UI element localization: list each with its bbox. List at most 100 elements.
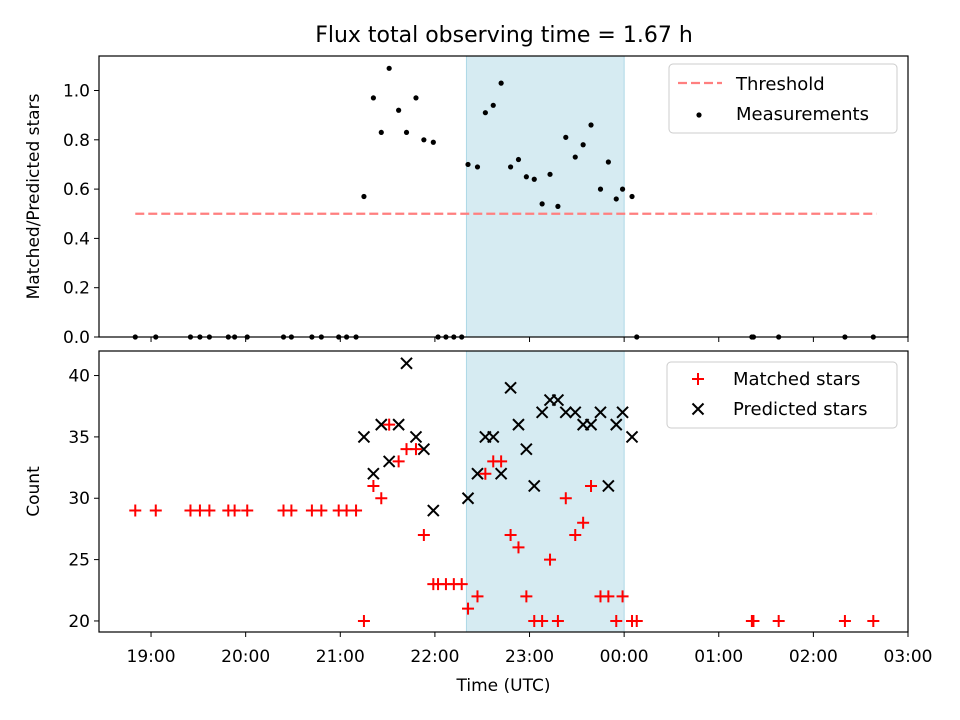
matched-star-point [375,492,388,505]
measurement-point [515,156,522,163]
matched-star-point [520,590,533,603]
bottom-panel: 20 25 30 35 40 19:00 20:00 21:00 22:00 23:00 00:00… [24,350,933,696]
matched-star-point [367,479,380,492]
y-tick-label: 0.8 [63,131,90,151]
y-tick-label: 35 [68,428,90,448]
measurement-point [547,171,553,177]
y-axis-label: Count [24,466,44,517]
observing-window-span [465,55,625,338]
matched-star-point [602,590,615,603]
predicted-star-point [504,381,517,395]
predicted-star-point [559,406,572,419]
predicted-star-point [375,418,388,431]
matched-star-point [772,614,785,627]
measurement-point [605,159,611,165]
matched-star-point [616,590,629,603]
matched-star-point [228,504,241,517]
y-axis-label: Matched/Predicted stars [24,93,44,299]
measurement-point [629,193,635,200]
y-tick-label: 0.6 [63,180,90,200]
measurement-point [588,122,594,128]
matched-star-point [559,492,572,505]
y-tick-label: 30 [68,489,90,509]
matched-star-point [747,614,760,627]
predicted-star-point [584,418,598,431]
x-tick-label: 20:00 [221,647,270,667]
predicted-star-point [417,442,431,456]
legend-threshold-label: Threshold [735,74,825,95]
measurement-point [403,129,410,136]
matched-star-point [569,529,582,542]
series-predicted-stars [357,357,639,517]
predicted-star-point [528,479,541,493]
measurement-point [507,164,514,170]
predicted-star-point [494,467,508,480]
matched-star-point [577,516,590,529]
matched-star-point [350,504,363,517]
axes-frame [98,55,909,338]
y-tick-label: 0.4 [63,229,90,249]
matched-star-point [536,614,549,627]
predicted-star-point [471,467,484,480]
measurement-point [619,186,626,192]
series-measurements [132,65,876,340]
predicted-star-point [487,430,500,444]
predicted-star-point [569,406,582,419]
predicted-star-point [602,479,615,493]
predicted-star-point [382,455,396,468]
legend-top: Threshold Measurements [668,63,898,134]
measurement-point [482,110,488,116]
legend-predicted-label: Predicted stars [733,399,867,420]
legend-measurement-swatch [696,112,702,118]
y-tick-label: 1.0 [63,82,90,102]
matched-star-point [585,479,598,492]
x-axis-label: Time (UTC) [456,676,551,696]
x-tick-label: 02:00 [789,647,838,667]
predicted-star-point [400,357,413,370]
matched-star-point [462,602,475,615]
legend-predicted-swatch [691,402,705,416]
matched-star-point [149,504,162,517]
measurement-point [531,176,537,182]
predicted-star-point [427,504,440,517]
measurement-point [430,139,436,145]
matched-star-point [409,443,422,456]
measurement-point [563,134,569,140]
measurement-point [539,201,545,207]
measurement-point [378,129,384,136]
measurement-point [555,203,561,209]
predicted-star-point [551,393,565,407]
predicted-star-point [461,492,475,505]
legend-frame [668,63,898,134]
x-tick-label: 19:00 [127,647,176,667]
matched-star-point [610,614,623,627]
measurement-point [490,102,496,108]
matched-star-point [544,553,557,566]
x-tick-label: 22:00 [410,647,459,667]
matched-star-point [241,504,254,517]
x-tick-label: 00:00 [600,647,649,667]
measurement-point [474,164,481,170]
predicted-star-point [610,418,623,431]
measurement-point [580,142,586,148]
top-panel: 0.0 0.2 0.4 0.6 0.8 1.0 Matched/Predicted star… [24,55,909,348]
measurement-point [386,65,392,71]
matched-star-point [479,467,492,480]
predicted-star-point [594,406,607,419]
chart-title: Flux total observing time = 1.67 h [315,23,693,48]
matched-star-point [129,504,142,517]
y-tick-label: 20 [68,612,90,632]
series-matched-stars [129,418,880,627]
x-tick-label: 23:00 [505,647,554,667]
x-tick-label: 03:00 [884,647,933,667]
matched-star-point [495,455,508,468]
measurement-point [613,196,619,202]
measurement-point [396,107,402,113]
legend-matched-swatch [692,373,704,385]
measurement-point [572,154,578,160]
y-tick-label: 40 [68,367,90,387]
legend-frame [666,361,898,429]
y-tick-label: 25 [68,551,90,571]
legend-matched-label: Matched stars [733,369,860,390]
